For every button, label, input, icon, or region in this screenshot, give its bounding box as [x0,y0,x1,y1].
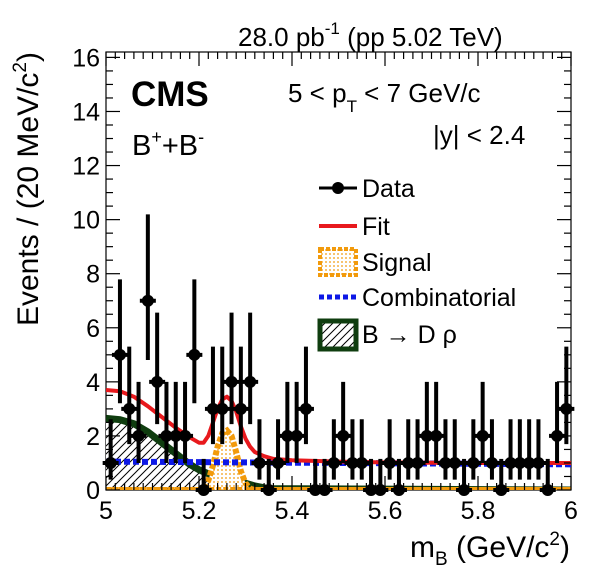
y-tick-label: 0 [86,477,100,505]
legend: Data Fit Signal Combinatorial B → D ρ [317,175,516,352]
data-point [149,312,166,425]
y-tick-label: 8 [86,261,100,289]
y-tick-label: 12 [72,153,100,181]
y-tick-label: 14 [72,98,100,126]
data-point [214,346,231,445]
data-point [372,458,389,496]
x-tick-label: 5.2 [182,497,217,525]
data-point [232,346,249,445]
signal-area [106,426,571,490]
legend-data-marker [319,182,357,194]
legend-signal-box [318,247,358,277]
data-point [279,381,296,463]
particle-label: B++B- [132,127,204,162]
data-point [335,381,352,463]
legend-data-label: Data [362,175,415,203]
x-axis-title: mB (GeV/c2) [410,529,570,570]
data-point [465,419,482,480]
legend-bdrho-box [317,318,359,352]
data-point [204,346,221,445]
y-tick-label: 10 [72,207,100,235]
data-point [316,458,333,496]
bdrho-area [106,418,571,490]
rapidity-label: |y| < 2.4 [433,120,525,150]
y-tick-label: 6 [86,315,100,343]
legend-fit-label: Fit [362,213,390,241]
data-point [400,419,417,480]
lumi-label: 28.0 pb-1 (pp 5.02 TeV) [238,19,503,52]
x-tick-label: 6 [564,497,578,525]
pt-range-label: 5 < pT < 7 GeV/c [288,78,481,116]
data-point [428,381,445,463]
data-point [111,279,128,404]
data-point [409,419,426,480]
data-point [353,419,370,480]
data-point [177,381,194,463]
data-point [539,458,556,496]
data-point [186,279,203,404]
y-tick-label: 16 [72,44,100,72]
legend-signal-label: Signal [362,249,432,277]
data-point [325,419,342,480]
y-tick-label: 4 [86,369,100,397]
data-point [260,458,277,496]
x-tick-label: 5.4 [275,497,310,525]
data-point [446,419,463,480]
data-point [130,381,147,463]
experiment-label: CMS [131,75,209,114]
x-tick-label: 5.8 [461,497,496,525]
x-tick-label: 5 [99,497,113,525]
data-point [511,419,528,480]
data-point [195,458,212,496]
data-point [288,381,305,463]
data-point [456,458,473,496]
data-point [521,419,538,480]
data-point [530,419,547,480]
data-point [223,312,240,425]
data-point [121,346,138,445]
data-point [270,419,287,480]
data-point [418,381,435,463]
data-point [474,381,491,463]
data-point [549,381,566,463]
data-point [344,419,361,480]
legend-combinatorial-label: Combinatorial [362,284,516,312]
data-point [242,312,259,425]
data-point [502,419,519,480]
data-point [483,419,500,480]
x-tick-label: 5.6 [368,497,403,525]
data-point [390,458,407,496]
y-tick-label: 2 [86,423,100,451]
data-point [493,458,510,496]
data-point [139,214,156,361]
legend-bdrho-label: B → D ρ [362,321,457,349]
data-point [381,419,398,480]
data-point [251,419,268,480]
data-point [437,419,454,480]
y-axis-title: Events / (20 MeV/c2) [10,52,45,326]
data-point [297,346,314,445]
